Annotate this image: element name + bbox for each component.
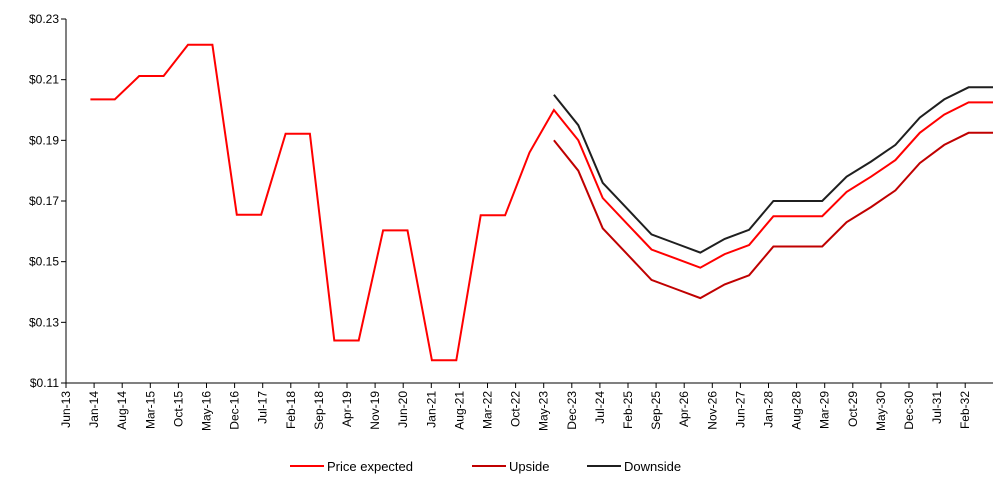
x-tick-label: Dec-16 xyxy=(228,391,242,430)
x-tick-label: Jun-27 xyxy=(733,391,747,428)
x-tick-label: May-16 xyxy=(200,391,214,431)
y-tick-label: $0.17 xyxy=(29,194,59,208)
y-tick-label: $0.23 xyxy=(29,12,59,26)
legend-label: Price expected xyxy=(327,459,413,474)
x-tick-label: Aug-14 xyxy=(115,391,129,430)
x-tick-label: Feb-18 xyxy=(284,391,298,429)
x-tick-label: Feb-32 xyxy=(958,391,972,429)
x-tick-label: Jun-20 xyxy=(396,391,410,428)
y-tick-label: $0.13 xyxy=(29,315,59,329)
x-tick-label: May-23 xyxy=(537,391,551,431)
x-tick-label: Dec-30 xyxy=(902,391,916,430)
x-tick-label: Jan-14 xyxy=(87,391,101,428)
legend-label: Downside xyxy=(624,459,681,474)
x-tick-label: Mar-15 xyxy=(143,391,157,429)
series-line-price-expected xyxy=(90,43,993,362)
x-tick-label: Jan-28 xyxy=(762,391,776,428)
x-tick-label: Jan-21 xyxy=(424,391,438,428)
x-tick-label: Mar-22 xyxy=(481,391,495,429)
x-tick-label: May-30 xyxy=(874,391,888,431)
y-tick-label: $0.21 xyxy=(29,73,59,87)
x-tick-label: Sep-18 xyxy=(312,391,326,430)
legend: Price expected Upside Downside xyxy=(290,459,681,474)
x-tick-label: Aug-28 xyxy=(790,391,804,430)
y-tick-label: $0.15 xyxy=(29,255,59,269)
x-tick-label: Nov-26 xyxy=(705,391,719,430)
x-axis: Jun-13 Jan-14 Aug-14 Mar-15 Oct-15 May-16 Dec-… xyxy=(59,382,993,431)
x-tick-label: Jul-31 xyxy=(930,391,944,424)
x-tick-label: Dec-23 xyxy=(565,391,579,430)
legend-label: Upside xyxy=(509,459,549,474)
x-tick-label: Oct-29 xyxy=(846,391,860,427)
series-line-upside xyxy=(553,131,993,300)
series-layer xyxy=(90,43,993,362)
x-tick-label: Jul-24 xyxy=(593,391,607,424)
x-tick-label: Nov-19 xyxy=(368,391,382,430)
series-line-downside xyxy=(553,86,993,254)
x-tick-label: Aug-21 xyxy=(452,391,466,430)
x-tick-label: Apr-19 xyxy=(340,391,354,427)
x-tick-label: Oct-22 xyxy=(509,391,523,427)
x-tick-label: Sep-25 xyxy=(649,391,663,430)
y-axis: $0.11 $0.13 $0.15 $0.17 $0.19 $0.21 $0.23 xyxy=(29,12,67,390)
x-tick-label: Jul-17 xyxy=(256,391,270,424)
x-tick-label: Feb-25 xyxy=(621,391,635,429)
y-tick-label: $0.19 xyxy=(29,133,59,147)
x-tick-label: Oct-15 xyxy=(171,391,185,427)
x-tick-label: Apr-26 xyxy=(677,391,691,427)
x-tick-label: Mar-29 xyxy=(818,391,832,429)
y-tick-label: $0.11 xyxy=(30,376,59,390)
x-tick-label: Jun-13 xyxy=(59,391,73,428)
